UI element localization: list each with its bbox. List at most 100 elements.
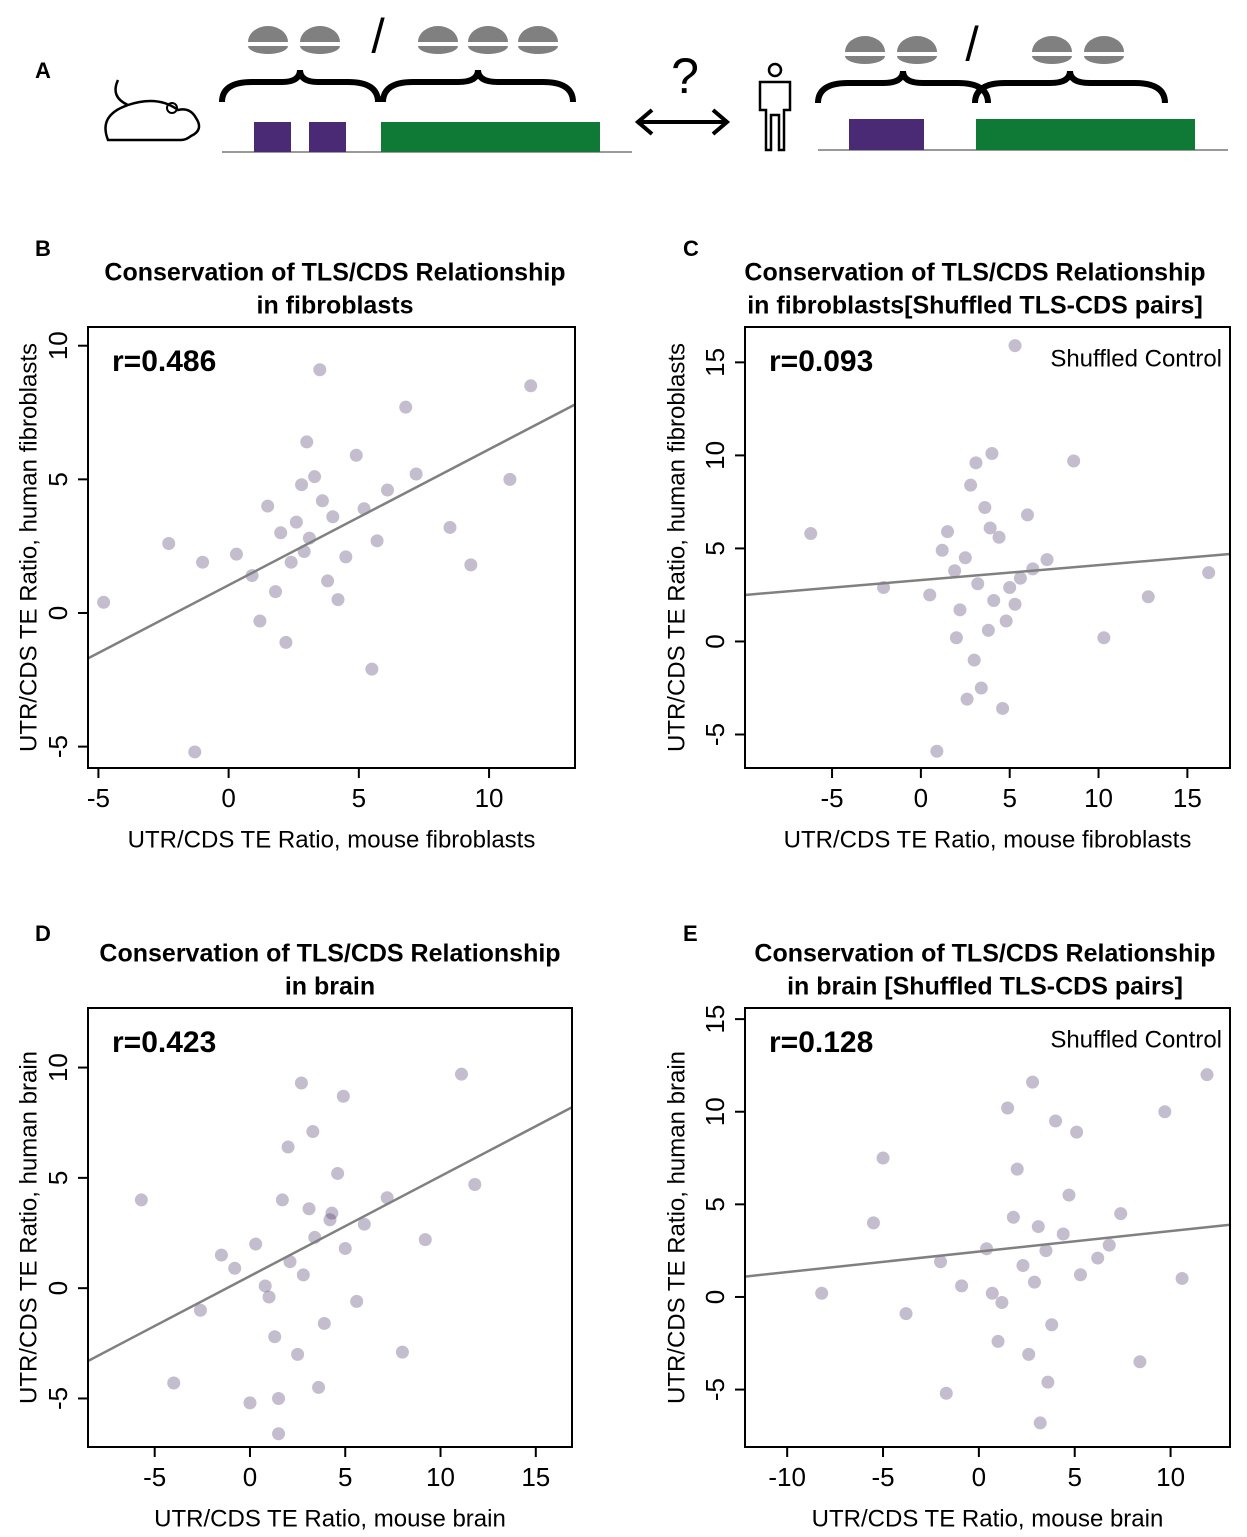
point <box>876 1151 890 1165</box>
x-tick-label: 15 <box>1173 783 1202 813</box>
point <box>1008 339 1022 353</box>
point <box>995 1296 1009 1310</box>
annotation: Shuffled Control <box>1050 345 1222 372</box>
point <box>409 467 423 481</box>
point <box>1031 1220 1045 1234</box>
y-tick-label: 5 <box>43 472 73 486</box>
x-tick-label: 0 <box>914 783 928 813</box>
y-tick-label: -5 <box>700 1378 730 1401</box>
point <box>326 510 340 524</box>
mouse-icon <box>104 79 201 142</box>
x-tick-label: 10 <box>475 783 504 813</box>
point <box>188 745 202 759</box>
point <box>955 1279 969 1293</box>
trend-line <box>744 552 1231 597</box>
point <box>228 1261 242 1275</box>
point <box>243 1396 257 1410</box>
point <box>380 483 394 497</box>
point <box>985 447 999 461</box>
point <box>283 1255 297 1269</box>
point <box>268 1330 282 1344</box>
y-tick-label: 5 <box>700 541 730 555</box>
x-tick-label: -5 <box>87 783 110 813</box>
correlation-label: r=0.486 <box>112 345 216 378</box>
point <box>300 435 314 449</box>
point <box>991 1334 1005 1348</box>
point <box>1016 1258 1030 1272</box>
point <box>302 1202 316 1216</box>
y-tick-label: 10 <box>700 1097 730 1126</box>
point <box>331 1166 345 1180</box>
point <box>97 595 111 609</box>
panel-a: A / ? <box>35 11 1228 153</box>
point <box>1202 566 1216 580</box>
brace <box>815 70 991 104</box>
uorf <box>254 122 291 152</box>
correlation-label: r=0.423 <box>112 1026 216 1059</box>
point <box>325 1206 339 1220</box>
point <box>274 526 288 540</box>
x-tick-label: -5 <box>871 1462 894 1492</box>
panel-label: B <box>35 236 51 261</box>
x-tick-label: 0 <box>221 783 235 813</box>
point <box>1049 1114 1063 1128</box>
point <box>1056 1227 1070 1241</box>
point <box>981 623 995 637</box>
y-tick-label: 10 <box>43 1053 73 1082</box>
point <box>935 543 949 557</box>
point <box>272 1427 286 1441</box>
slash: / <box>965 19 979 72</box>
point <box>249 1237 263 1251</box>
point <box>1001 1101 1015 1115</box>
point <box>1026 1075 1040 1089</box>
chart-title: Conservation of TLS/CDS Relationship <box>104 259 565 287</box>
point <box>999 614 1013 628</box>
point <box>923 588 937 602</box>
point <box>980 1242 994 1256</box>
point <box>1073 1268 1087 1282</box>
point <box>1020 508 1034 522</box>
y-tick-label: 0 <box>700 634 730 648</box>
x-tick-label: -5 <box>820 783 843 813</box>
point <box>275 1193 289 1207</box>
brace <box>219 69 381 103</box>
point <box>279 635 293 649</box>
correlation-label: r=0.093 <box>769 345 873 378</box>
point <box>1027 1275 1041 1289</box>
point <box>1067 454 1081 468</box>
chart-title: in brain <box>285 973 375 1001</box>
x-tick-label: 5 <box>1002 783 1016 813</box>
y-tick-label: 15 <box>700 348 730 377</box>
correlation-label: r=0.128 <box>769 1026 873 1059</box>
point <box>338 1241 352 1255</box>
point <box>1158 1105 1172 1119</box>
point <box>308 470 322 484</box>
x-axis-label: UTR/CDS TE Ratio, mouse fibroblasts <box>128 826 536 853</box>
scatter-panel: C Conservation of TLS/CDS Relationship in … <box>663 236 1231 853</box>
plot-frame <box>87 1007 573 1448</box>
point <box>281 1140 295 1154</box>
x-tick-label: 10 <box>1156 1462 1185 1492</box>
point <box>464 558 478 572</box>
y-tick-label: 0 <box>43 606 73 620</box>
chart-title: in brain [Shuffled TLS-CDS pairs] <box>787 973 1183 1001</box>
point <box>804 527 818 541</box>
point <box>1102 1238 1116 1252</box>
person-icon <box>758 62 792 152</box>
x-tick-label: 10 <box>1084 783 1113 813</box>
question-mark: ? <box>671 48 699 104</box>
point <box>960 692 974 706</box>
point <box>899 1307 913 1321</box>
point <box>262 1290 276 1304</box>
x-axis-label: UTR/CDS TE Ratio, mouse fibroblasts <box>784 826 1192 853</box>
double-arrow <box>634 108 731 136</box>
chart-title: Conservation of TLS/CDS Relationship <box>744 259 1205 287</box>
y-tick-label: -5 <box>700 723 730 746</box>
scatter-panel: D Conservation of TLS/CDS Relationship in … <box>15 921 573 1532</box>
x-tick-label: 10 <box>426 1462 455 1492</box>
point <box>349 448 363 462</box>
point <box>974 681 988 695</box>
point <box>294 1076 308 1090</box>
point <box>1041 1375 1055 1389</box>
